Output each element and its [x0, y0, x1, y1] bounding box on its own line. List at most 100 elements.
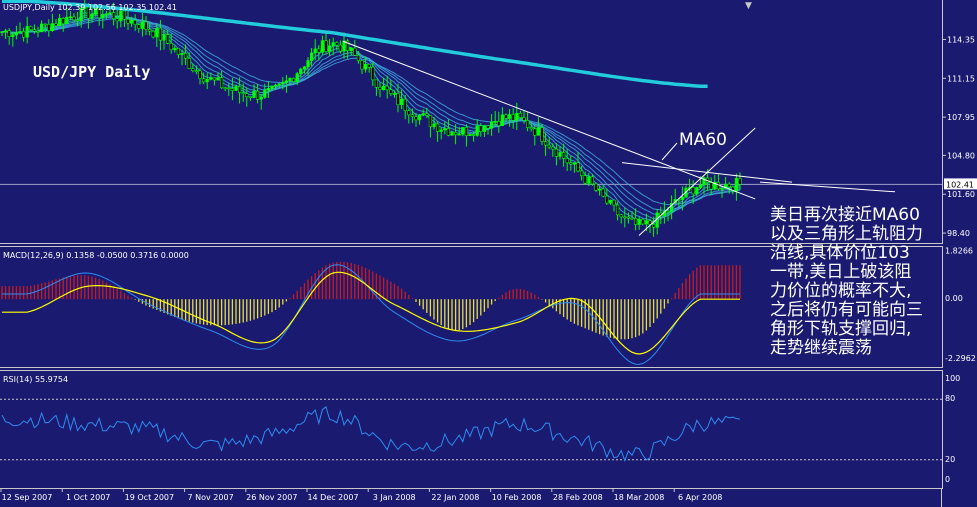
candle-body	[324, 40, 328, 52]
candle-body	[385, 85, 389, 91]
candle-body	[554, 148, 558, 157]
candle-body	[57, 18, 62, 26]
candle-body	[533, 128, 537, 136]
candle-body	[403, 98, 407, 111]
candle-body	[25, 26, 29, 38]
candle-body	[335, 42, 339, 46]
candle-body	[187, 57, 191, 69]
candle-body	[252, 90, 256, 98]
candle-body	[367, 64, 371, 68]
candle-body	[241, 92, 245, 94]
candle-body	[727, 183, 731, 188]
candle-body	[576, 162, 580, 172]
candle-body	[32, 29, 36, 32]
candle-body	[317, 48, 321, 53]
date-tick-label: 6 Apr 2008	[678, 493, 722, 502]
candle-body	[713, 181, 717, 190]
candle-body	[356, 54, 361, 61]
candle-body	[4, 30, 8, 33]
candle-body	[220, 77, 224, 89]
rsi-tick-label: 100	[945, 374, 960, 383]
candle-body	[540, 127, 544, 142]
macd-line	[2, 264, 740, 365]
pair-label: USD/JPY Daily	[33, 63, 151, 81]
candle-body	[144, 21, 148, 30]
candle-body	[363, 64, 368, 70]
candle-body	[133, 20, 137, 25]
triangle-upper-line	[342, 40, 756, 200]
candle-body	[605, 195, 609, 204]
candle-body	[209, 77, 213, 80]
scroll-marker-icon[interactable]: ▼	[745, 1, 752, 11]
candle-body	[266, 88, 271, 91]
candle-body	[569, 162, 573, 165]
candle-body	[457, 133, 461, 136]
candle-body	[21, 31, 26, 38]
signal-line	[2, 271, 740, 355]
date-tick-label: 3 Jan 2008	[373, 493, 416, 502]
candle-body	[342, 40, 346, 52]
annotation-line: 之后将仍有可能向三	[770, 300, 923, 320]
rsi-header: RSI(14) 55.9754	[3, 375, 69, 384]
candle-body	[669, 203, 674, 212]
date-tick-label: 12 Sep 2007	[2, 493, 53, 502]
annotation-line: 走势继续震荡	[770, 338, 872, 358]
price-chart	[0, 0, 942, 237]
date-tick-label: 10 Feb 2008	[492, 493, 542, 502]
candle-body	[263, 89, 267, 98]
macd-axis: 1.8266 0.00 -2.2962	[942, 246, 977, 368]
candle-body	[180, 53, 184, 55]
candle-body	[597, 188, 602, 191]
candle-body	[619, 214, 623, 218]
candle-body	[633, 217, 638, 225]
candle-body	[176, 48, 181, 55]
candle-body	[79, 7, 83, 22]
candle-body	[410, 114, 415, 117]
candle-body	[389, 89, 393, 94]
candle-body	[579, 170, 584, 177]
candle-body	[637, 218, 641, 225]
candle-body	[590, 176, 594, 185]
candle-body	[371, 66, 375, 81]
candle-body	[558, 152, 562, 157]
candle-body	[227, 87, 231, 90]
candle-body	[623, 216, 627, 219]
candle-body	[644, 220, 648, 225]
candle-body	[122, 10, 126, 20]
candle-body	[381, 85, 386, 90]
candle-body	[489, 121, 494, 129]
candle-body	[432, 123, 436, 128]
ma-ribbon-line	[1, 12, 741, 223]
candle-body	[306, 60, 310, 68]
candle-body	[529, 127, 533, 130]
macd-chart	[1, 261, 741, 365]
candle-body	[666, 211, 670, 213]
price-tick-label: 104.80	[947, 151, 975, 160]
ma-ribbon-line	[1, 16, 741, 211]
candle-body	[212, 77, 217, 81]
price-tick-label: 107.95	[947, 113, 975, 122]
candle-body	[601, 188, 605, 197]
candle-body	[320, 40, 325, 53]
candle-body	[119, 10, 123, 22]
candle-body	[29, 26, 33, 30]
candle-body	[277, 83, 281, 86]
candle-body	[378, 86, 382, 90]
annotation-line: 角形下轨支撑回归,	[770, 319, 912, 339]
candle-body	[281, 82, 285, 85]
candle-body	[695, 187, 699, 195]
candle-body	[587, 176, 591, 184]
candle-body	[723, 183, 728, 189]
price-axis: 114.35 111.15 107.95 104.80 101.60 98.40 102.4…	[942, 0, 977, 244]
candle-body	[680, 196, 684, 200]
candle-body	[230, 88, 235, 91]
candle-body	[47, 24, 51, 31]
candle-body	[565, 158, 569, 164]
price-tick-label: 101.60	[947, 190, 975, 199]
rsi-line	[1, 405, 741, 463]
ma60-label: MA60	[679, 130, 727, 150]
candle-body	[327, 45, 332, 52]
resistance-line	[621, 162, 793, 183]
candle-body	[36, 30, 40, 33]
candle-body	[331, 42, 335, 47]
